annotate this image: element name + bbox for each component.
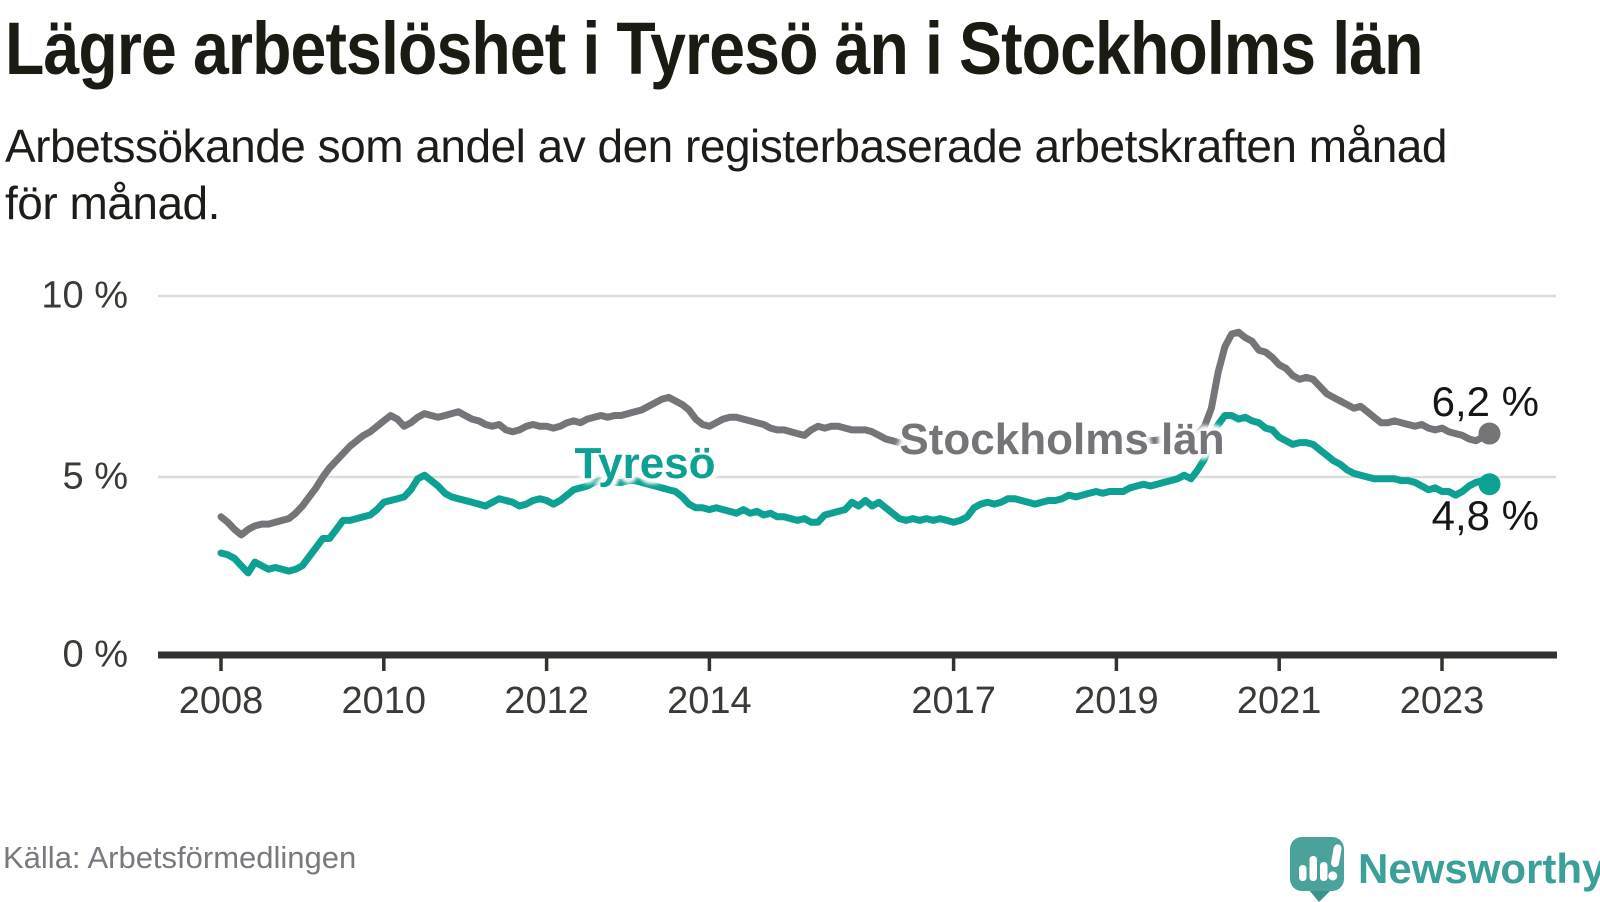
x-axis-label-2023: 2023	[1399, 680, 1485, 722]
x-axis-label-2010: 2010	[341, 680, 427, 722]
x-axis-label-2021: 2021	[1236, 680, 1322, 722]
x-axis-label-2019: 2019	[1074, 680, 1159, 722]
x-axis-label-2008: 2008	[178, 680, 264, 722]
series-end-dot-0	[1478, 422, 1501, 445]
series-line-0	[217, 328, 1493, 539]
x-axis-label-2014: 2014	[667, 680, 752, 722]
newsworthy-logo: Newsworthy	[1290, 837, 1600, 902]
series-label-tyreso: Tyresö	[574, 439, 716, 488]
newsworthy-logo-text: Newsworthy	[1358, 845, 1600, 892]
end-value-label-tyreso: 4,8 %	[1431, 492, 1539, 539]
series-end-dot-1	[1478, 473, 1501, 496]
newsworthy-bubble-icon	[1290, 837, 1344, 902]
y-axis-label-5: 5 %	[62, 455, 128, 498]
end-value-label-stockholms-lan: 6,2 %	[1431, 378, 1539, 425]
y-axis-label-10: 10 %	[41, 274, 128, 317]
x-axis-label-2012: 2012	[504, 680, 589, 722]
source-attribution: Källa: Arbetsförmedlingen	[3, 840, 357, 875]
series-line-1	[217, 412, 1493, 577]
chart-subtitle-line2: för månad.	[5, 177, 220, 229]
y-axis-label-0: 0 %	[62, 633, 128, 676]
x-axis-label-2017: 2017	[911, 680, 996, 722]
chart-subtitle-line1: Arbetssökande som andel av den registerb…	[5, 120, 1447, 172]
series-label-stockholms-lan: Stockholms län	[899, 415, 1225, 464]
page-title: Lägre arbetslöshet i Tyresö än i Stockho…	[5, 7, 1424, 90]
chart-subtitle: Arbetssökande som andel av den registerb…	[5, 118, 1447, 232]
